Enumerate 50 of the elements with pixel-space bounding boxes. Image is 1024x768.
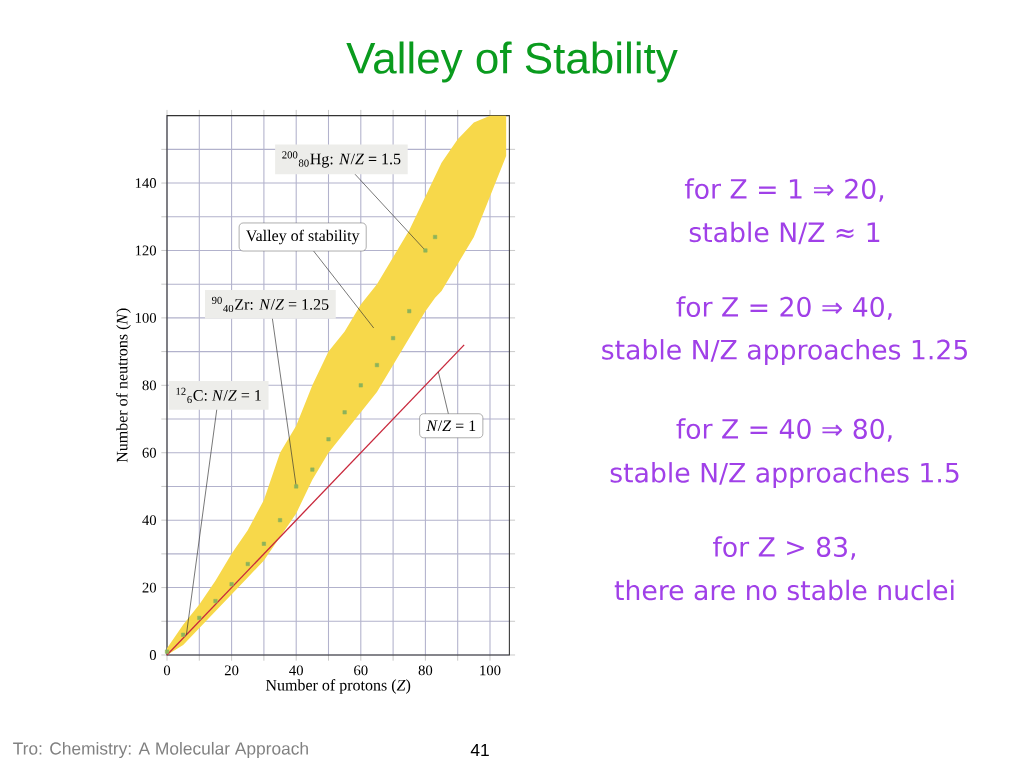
point (423, 248, 428, 253)
x-axis-title: Number of protons (Z) (265, 679, 411, 694)
x-tick-label: 60 (354, 665, 368, 676)
point (433, 234, 438, 239)
text: stable N/Z approaches 1.5 (610, 462, 959, 488)
point (358, 383, 363, 388)
text: for Z > 83, (713, 536, 855, 560)
text: 41 (470, 744, 489, 756)
y-tick-label: 20 (142, 582, 157, 593)
y-tick-label: 80 (142, 380, 157, 391)
point (391, 336, 396, 341)
x-tick-label: 20 (224, 665, 239, 676)
point (261, 541, 266, 546)
point (229, 582, 234, 587)
point (342, 410, 347, 415)
point (165, 649, 170, 654)
text: stable N/Z approaches 1.25 (602, 339, 967, 365)
annotation: 12$_{6}$C: N/Z = 1 (176, 387, 261, 404)
point (294, 484, 299, 489)
text: for Z = 20 ⇒ 40, (676, 296, 892, 320)
annotation: 200$_{80}$Hg: N/Z = 1.5 (282, 151, 401, 168)
text: for Z = 40 ⇒ 80, (676, 418, 892, 442)
y-tick-label: 60 (142, 447, 157, 458)
x-tick-label: 0 (163, 665, 171, 676)
text: there are no stable nuclei (614, 579, 954, 601)
point (197, 615, 202, 620)
point (213, 599, 218, 604)
y-tick-label: 120 (135, 245, 157, 256)
annotation: Valley of stability (245, 229, 360, 245)
y-tick-label: 40 (142, 515, 157, 526)
y-tick-label: 100 (135, 312, 157, 323)
text: for Z = 1 ⇒ 20, (684, 178, 884, 202)
text: stable N/Z ≈ 1 (689, 221, 880, 245)
point (326, 437, 331, 442)
y-tick-label: 0 (149, 650, 157, 660)
y-tick-label: 140 (135, 178, 157, 189)
y-axis-title: Number of neutrons (N) (116, 308, 131, 463)
chart-title: Valley of Stability (346, 41, 678, 83)
annotation: 90$_{40}$Zr: N/Z = 1.25 (211, 296, 329, 313)
point (278, 518, 283, 523)
point (407, 309, 412, 314)
point (181, 632, 186, 637)
x-tick-label: 40 (289, 665, 303, 676)
x-tick-label: 80 (418, 665, 433, 676)
text: Tro: Chemistry: A Molecular Approach (13, 741, 308, 759)
point (374, 363, 379, 368)
point (310, 467, 315, 472)
x-tick-label: 100 (480, 665, 501, 676)
point (245, 561, 250, 566)
annotation: N/Z = 1 (426, 420, 476, 432)
